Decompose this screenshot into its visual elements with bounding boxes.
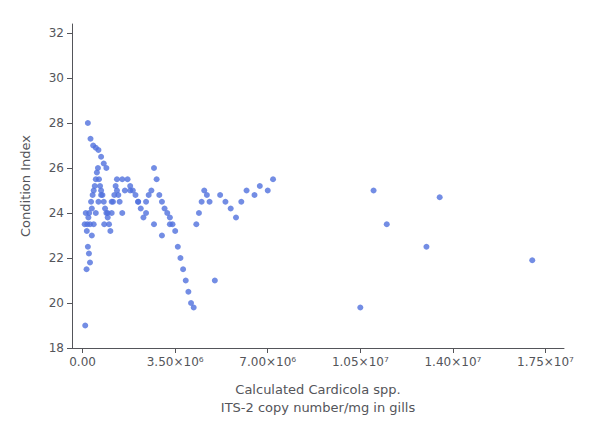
svg-text:1.75×10⁷: 1.75×10⁷ (517, 355, 574, 369)
svg-text:Condition Index: Condition Index (18, 135, 33, 237)
svg-text:26: 26 (49, 161, 64, 175)
svg-text:20: 20 (49, 296, 64, 310)
svg-text:7.00×10⁶: 7.00×10⁶ (239, 355, 296, 369)
svg-text:Calculated Cardicola spp.: Calculated Cardicola spp. (235, 382, 400, 397)
svg-text:0.00: 0.00 (69, 355, 96, 369)
svg-text:18: 18 (49, 341, 64, 355)
svg-text:28: 28 (49, 116, 64, 130)
svg-text:32: 32 (49, 26, 64, 40)
svg-text:ITS-2 copy number/mg in gills: ITS-2 copy number/mg in gills (221, 400, 416, 415)
svg-text:1.05×10⁷: 1.05×10⁷ (332, 355, 389, 369)
svg-text:30: 30 (49, 71, 64, 85)
svg-text:24: 24 (49, 206, 64, 220)
svg-text:1.40×10⁷: 1.40×10⁷ (424, 355, 481, 369)
svg-text:22: 22 (49, 251, 64, 265)
svg-text:3.50×10⁶: 3.50×10⁶ (147, 355, 204, 369)
